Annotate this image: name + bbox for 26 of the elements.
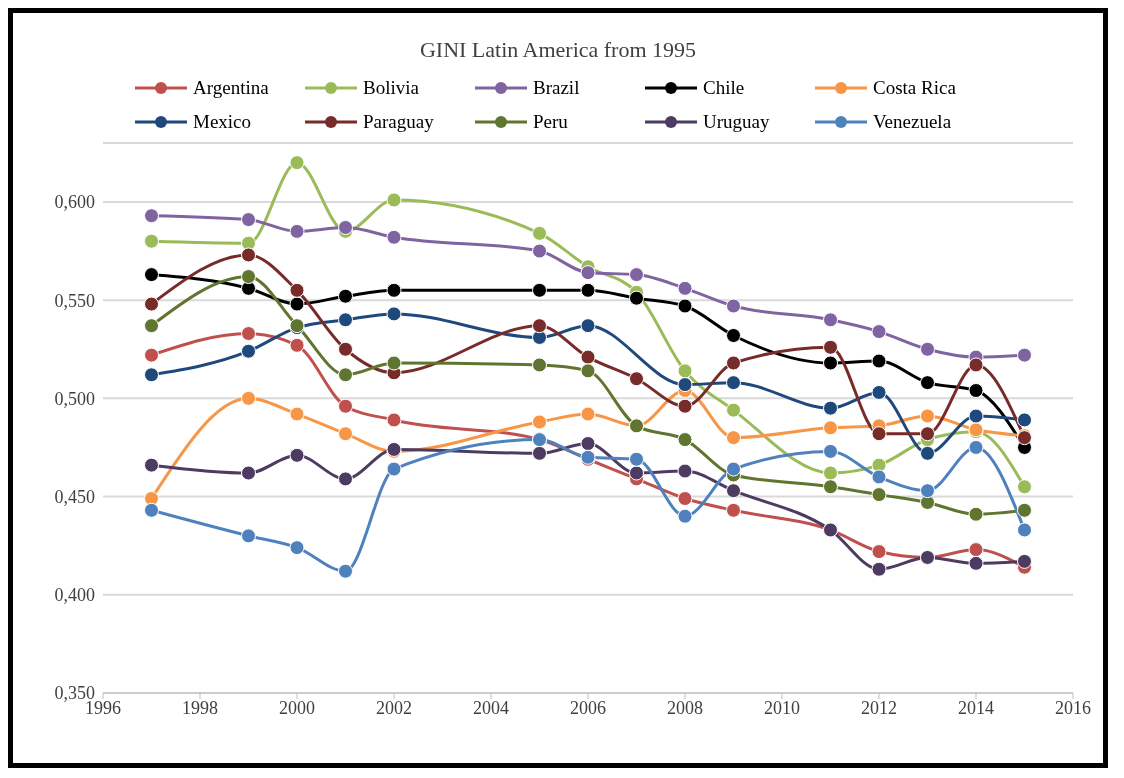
legend-label: Chile bbox=[703, 77, 745, 99]
x-tick-label: 2004 bbox=[473, 697, 509, 718]
x-tick-label: 2010 bbox=[764, 697, 800, 718]
x-tick-label: 2016 bbox=[1055, 697, 1091, 718]
legend-label: Venezuela bbox=[873, 111, 952, 133]
y-tick-label: 0,550 bbox=[54, 290, 95, 311]
x-tick-label: 2006 bbox=[570, 697, 606, 718]
legend-label: Bolivia bbox=[363, 77, 419, 99]
x-tick-label: 2000 bbox=[279, 697, 315, 718]
legend-label: Peru bbox=[533, 111, 568, 133]
legend-label: Argentina bbox=[193, 77, 269, 99]
y-tick-label: 0,450 bbox=[54, 486, 95, 507]
y-tick-label: 0,600 bbox=[54, 192, 95, 213]
legend-label: Brazil bbox=[533, 77, 580, 99]
x-tick-label: 1998 bbox=[182, 697, 218, 718]
chart-title: GINI Latin America from 1995 bbox=[418, 37, 698, 63]
x-tick-label: 2014 bbox=[958, 697, 994, 718]
y-tick-label: 0,400 bbox=[54, 585, 95, 606]
x-tick-label: 2008 bbox=[667, 697, 703, 718]
legend-label: Paraguay bbox=[363, 111, 434, 133]
legend-label: Costa Rica bbox=[873, 77, 956, 99]
x-tick-label: 2002 bbox=[376, 697, 412, 718]
legend-label: Mexico bbox=[193, 111, 252, 133]
x-tick-label: 2012 bbox=[861, 697, 897, 718]
legend-label: Uruguay bbox=[703, 111, 770, 133]
y-tick-label: 0,500 bbox=[54, 388, 95, 409]
